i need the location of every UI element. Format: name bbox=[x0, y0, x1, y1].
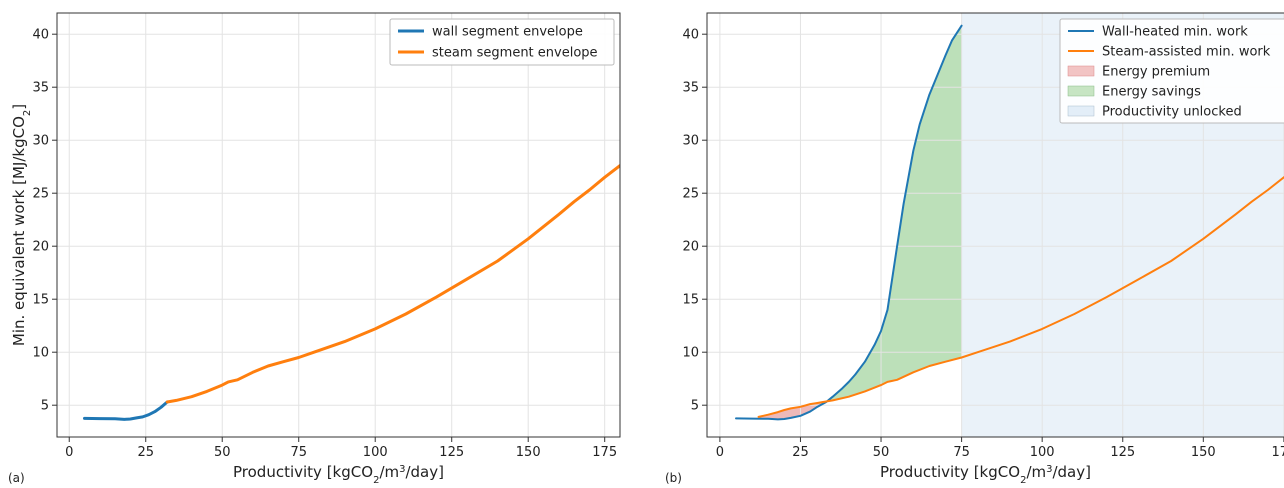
y-tick-label: 10 bbox=[32, 346, 49, 361]
panel-a: 0 25 50 75 100 125 150 175 5 10 15 20 25 30 35 40 Produ… bbox=[8, 12, 621, 486]
legend-entry-label: Wall-heated min. work bbox=[1102, 25, 1248, 40]
y-axis-label-a: Min. equivalent work [MJ/kgCO2] bbox=[10, 104, 33, 346]
y-tick-label: 25 bbox=[682, 187, 699, 202]
ticks-a: 0 25 50 75 100 125 150 175 5 10 15 20 25 30 35 40 bbox=[32, 28, 617, 460]
y-tick-label: 30 bbox=[32, 134, 49, 149]
y-tick-label: 5 bbox=[41, 399, 49, 414]
y-tick-label: 25 bbox=[32, 187, 49, 202]
panel-b: 0 25 50 75 100 125 150 175 5 10 15 20 25 30 35 40 Produ… bbox=[665, 12, 1284, 486]
legend-entry-label: Energy premium bbox=[1102, 65, 1210, 80]
ticks-b: 0 25 50 75 100 125 150 175 5 10 15 20 25 30 35 40 bbox=[682, 28, 1284, 460]
x-tick-label: 25 bbox=[792, 445, 809, 460]
y-tick-label: 10 bbox=[682, 346, 699, 361]
legend-box bbox=[1059, 18, 1284, 124]
legend-a: wall segment envelope steam segment envel… bbox=[389, 18, 615, 66]
x-tick-label: 0 bbox=[65, 445, 73, 460]
x-tick-label: 175 bbox=[1271, 445, 1284, 460]
x-tick-label: 0 bbox=[716, 445, 724, 460]
x-tick-label: 125 bbox=[439, 445, 464, 460]
x-axis-label-a: Productivity [kgCO2/m3/day] bbox=[233, 463, 444, 486]
y-tick-label: 15 bbox=[682, 293, 699, 308]
legend-entry-label: Steam-assisted min. work bbox=[1102, 45, 1271, 60]
legend-entry-label: steam segment envelope bbox=[432, 46, 598, 61]
x-tick-label: 50 bbox=[214, 445, 231, 460]
x-tick-label: 175 bbox=[592, 445, 617, 460]
legend-entry-label: Productivity unlocked bbox=[1102, 105, 1242, 120]
series-line-wall-segment-envelope bbox=[83, 400, 169, 421]
grid-a bbox=[57, 13, 620, 437]
plot-area-a bbox=[83, 164, 620, 421]
y-tick-label: 35 bbox=[32, 81, 49, 96]
y-tick-label: 40 bbox=[32, 28, 49, 43]
legend-box bbox=[389, 18, 615, 66]
x-tick-label: 100 bbox=[363, 445, 388, 460]
x-tick-label: 25 bbox=[137, 445, 154, 460]
plot-area-b bbox=[735, 24, 1284, 421]
x-tick-label: 100 bbox=[1030, 445, 1055, 460]
series-line-steam-assisted-min-work bbox=[757, 175, 1284, 418]
y-tick-label: 5 bbox=[691, 399, 699, 414]
panel-label-a: (a) bbox=[8, 471, 25, 485]
x-tick-label: 125 bbox=[1110, 445, 1135, 460]
x-axis-label-b: Productivity [kgCO2/m3/day] bbox=[880, 463, 1091, 486]
axes-frame-b bbox=[706, 12, 1284, 438]
x-tick-label: 75 bbox=[953, 445, 970, 460]
x-tick-label: 150 bbox=[1191, 445, 1216, 460]
y-tick-label: 20 bbox=[682, 240, 699, 255]
y-tick-label: 40 bbox=[682, 28, 699, 43]
x-tick-label: 50 bbox=[873, 445, 890, 460]
axes-frame-a bbox=[56, 12, 621, 438]
legend-b: Wall-heated min. work Steam-assisted min.… bbox=[1059, 18, 1284, 124]
panel-label-b: (b) bbox=[665, 471, 682, 485]
x-tick-label: 150 bbox=[516, 445, 541, 460]
series-line-wall-heated-min-work bbox=[735, 24, 963, 421]
y-tick-label: 20 bbox=[32, 240, 49, 255]
legend-swatch bbox=[1067, 65, 1095, 77]
legend-entry-label: wall segment envelope bbox=[432, 25, 583, 40]
legend-swatch bbox=[1067, 85, 1095, 97]
y-tick-label: 35 bbox=[682, 81, 699, 96]
series-line-steam-segment-envelope bbox=[165, 164, 620, 404]
legend-entry-label: Energy savings bbox=[1102, 85, 1201, 100]
region-energy-premium bbox=[758, 402, 823, 420]
y-tick-label: 15 bbox=[32, 293, 49, 308]
legend-swatch bbox=[1067, 105, 1095, 117]
x-tick-label: 75 bbox=[290, 445, 307, 460]
region-energy-savings bbox=[823, 25, 962, 404]
y-tick-label: 30 bbox=[682, 134, 699, 149]
